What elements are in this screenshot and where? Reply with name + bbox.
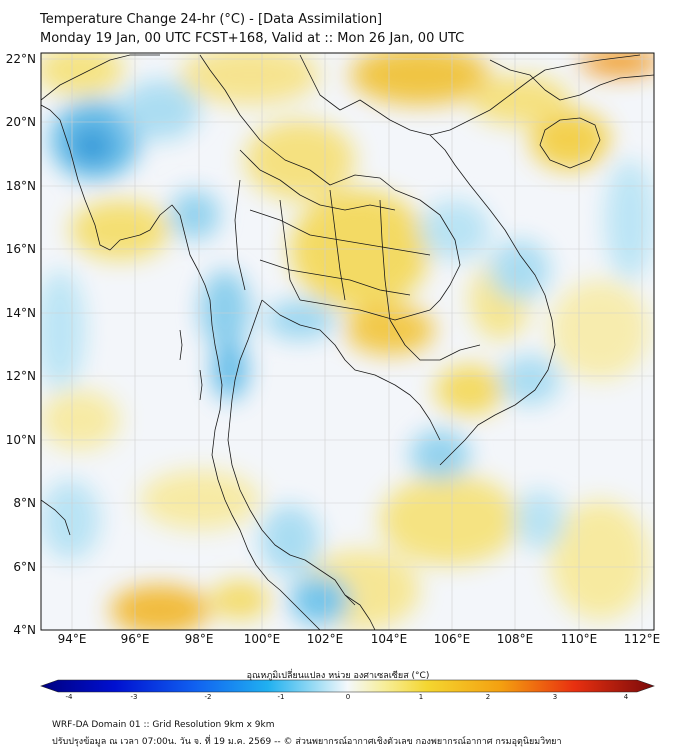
chart-title: Temperature Change 24-hr (°C) - [Data As…	[40, 12, 383, 27]
lon-label: 106°E	[433, 632, 471, 646]
colorbar-tick: 0	[345, 693, 351, 701]
graticule	[41, 53, 654, 630]
colorbar-bar	[40, 679, 655, 693]
lat-label: 8°N	[13, 496, 36, 510]
chart-subtitle: Monday 19 Jan, 00 UTC FCST+168, Valid at…	[40, 31, 465, 46]
colorbar-label: อุณหภูมิเปลี่ยนแปลง หน่วย องศาเซลเซียส (…	[246, 671, 430, 681]
lat-label: 10°N	[5, 433, 36, 447]
colorbar-tick: -3	[130, 693, 138, 701]
lat-label: 6°N	[13, 560, 36, 574]
lat-label: 18°N	[5, 179, 36, 193]
lon-label: 100°E	[243, 632, 281, 646]
lat-label: 16°N	[5, 242, 36, 256]
lon-label: 102°E	[306, 632, 344, 646]
colorbar-tick: 4	[623, 693, 629, 701]
colorbar-tick: -4	[65, 693, 73, 701]
lon-label: 96°E	[120, 632, 150, 646]
footer-credit: ปรับปรุงข้อมูล ณ เวลา 07:00น. วัน จ. ที่…	[52, 737, 562, 747]
lon-label: 104°E	[370, 632, 408, 646]
colorbar	[40, 679, 655, 693]
lat-label: 4°N	[13, 623, 36, 637]
lon-label: 110°E	[560, 632, 598, 646]
lat-label: 14°N	[5, 306, 36, 320]
coastlines-borders	[41, 54, 654, 630]
lon-label: 94°E	[57, 632, 87, 646]
colorbar-tick: -1	[277, 693, 285, 701]
map-frame	[40, 52, 655, 631]
temperature-field	[41, 53, 654, 630]
colorbar-tick: -2	[204, 693, 212, 701]
lat-label: 12°N	[5, 369, 36, 383]
lon-label: 108°E	[496, 632, 534, 646]
footer-model-info: WRF-DA Domain 01 :: Grid Resolution 9km …	[52, 720, 275, 730]
colorbar-tick: 3	[552, 693, 558, 701]
colorbar-tick: 1	[418, 693, 424, 701]
colorbar-tick: 2	[485, 693, 491, 701]
lat-label: 20°N	[5, 115, 36, 129]
lon-label: 112°E	[623, 632, 661, 646]
lat-label: 22°N	[5, 52, 36, 66]
lon-label: 98°E	[184, 632, 214, 646]
